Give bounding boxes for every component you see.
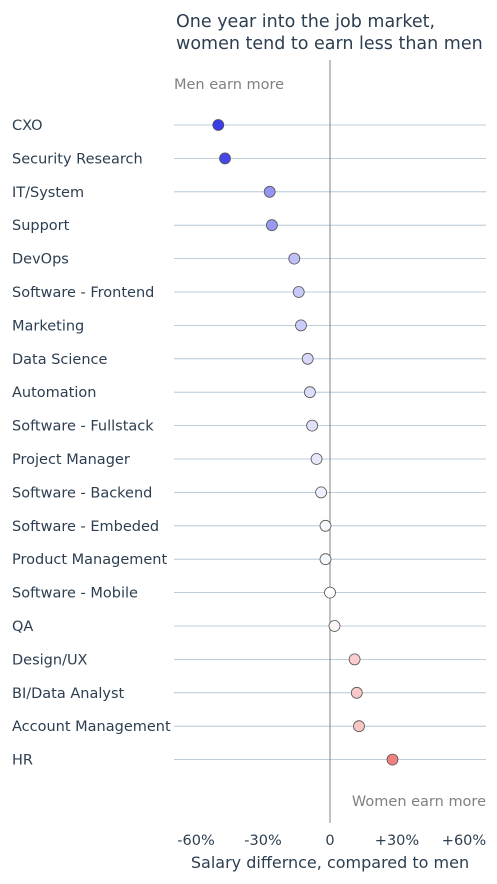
data-point-security-research [219, 152, 231, 165]
category-label-software-frontend: Software - Frontend [12, 285, 154, 301]
category-label-security-research: Security Research [12, 151, 143, 167]
category-label-design-ux: Design/UX [12, 652, 88, 668]
x-tick-label: 0 [325, 833, 334, 849]
chart-title-line-1: One year into the job market, [176, 12, 435, 32]
category-label-hr: HR [12, 753, 33, 769]
category-label-project-manager: Project Manager [12, 452, 130, 468]
x-tick-label: -60% [177, 833, 214, 849]
data-point-software-embeded [319, 519, 332, 532]
category-label-devops: DevOps [12, 252, 69, 268]
category-label-software-embeded: Software - Embeded [12, 519, 159, 535]
data-point-cxo [212, 119, 225, 131]
data-point-software-mobile [324, 586, 336, 599]
category-label-it-system: IT/System [12, 185, 84, 201]
data-point-software-fullstack [306, 419, 319, 432]
category-label-qa: QA [12, 619, 33, 635]
x-tick-label: +60% [442, 833, 486, 849]
category-label-automation: Automation [12, 385, 96, 401]
data-point-project-manager [310, 453, 323, 465]
category-labels: CXO Security Research IT/System Support DevO… [12, 118, 171, 769]
x-tick-label: -30% [244, 833, 281, 849]
data-point-data-science [301, 352, 314, 365]
x-axis-ticks: -60% -30% 0 +30% +60% [177, 833, 486, 849]
annotation-women-earn-more: Women earn more [352, 794, 486, 810]
annotation-men-earn-more: Men earn more [174, 77, 284, 93]
data-point-automation [303, 386, 316, 399]
category-label-support: Support [12, 218, 70, 234]
chart-title-line-2: women tend to earn less than men [176, 34, 483, 54]
data-point-software-backend [315, 486, 328, 499]
data-point-software-frontend [292, 286, 305, 298]
category-label-cxo: CXO [12, 118, 43, 134]
data-point-support [265, 219, 278, 232]
data-point-bi-data-analyst [350, 686, 363, 699]
data-point-devops [288, 252, 301, 265]
category-label-bi-data-analyst: BI/Data Analyst [12, 686, 124, 702]
category-label-data-science: Data Science [12, 352, 108, 368]
x-axis-label: Salary differnce, compared to men [191, 853, 469, 872]
data-point-qa [328, 620, 341, 632]
category-label-software-mobile: Software - Mobile [12, 586, 138, 602]
category-label-product-management: Product Management [12, 552, 167, 568]
category-label-software-backend: Software - Backend [12, 485, 152, 501]
category-label-software-fullstack: Software - Fullstack [12, 419, 154, 435]
data-point-design-ux [348, 653, 361, 666]
data-point-hr [386, 753, 399, 766]
data-point-product-management [319, 553, 332, 566]
data-point-it-system [263, 185, 276, 198]
data-point-marketing [295, 319, 307, 332]
category-label-marketing: Marketing [12, 318, 84, 334]
x-tick-label: +30% [375, 833, 419, 849]
data-points [212, 119, 399, 766]
category-label-account-management: Account Management [12, 719, 171, 735]
data-point-account-management [353, 720, 365, 733]
